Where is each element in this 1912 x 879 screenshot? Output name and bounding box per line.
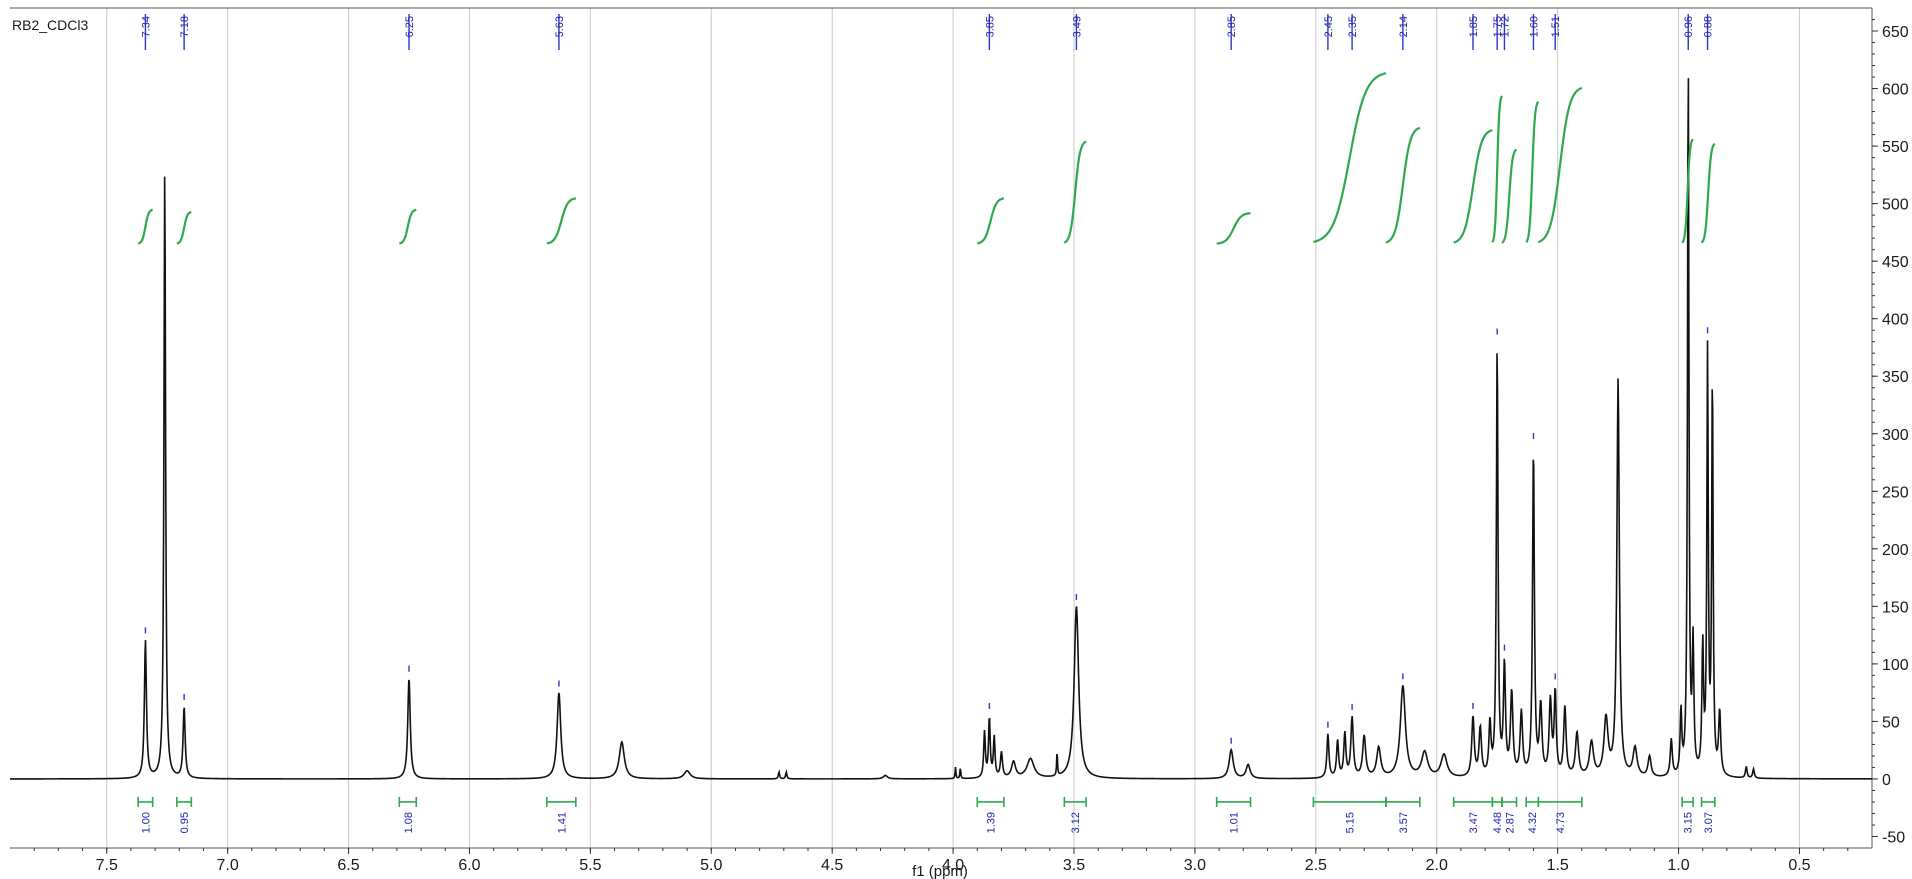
x-tick-label: 7.0 — [217, 857, 239, 874]
integral-curve — [1525, 100, 1540, 243]
peak-shift-label: 0.88 — [1703, 16, 1715, 37]
peak-shift-label: 7.18 — [179, 16, 191, 37]
x-tick-label: 3.0 — [1184, 857, 1206, 874]
integral-curve — [1313, 72, 1387, 244]
y-tick-label: 650 — [1882, 24, 1909, 41]
integral-curve — [1537, 86, 1583, 244]
peak-shift-label: 1.51 — [1550, 16, 1562, 37]
y-tick-label: 50 — [1882, 714, 1900, 731]
x-tick-label: 6.0 — [458, 857, 480, 874]
peak-shift-label: 7.34 — [140, 16, 152, 37]
y-tick-label: 550 — [1882, 139, 1909, 156]
peak-shift-label: 1.60 — [1528, 16, 1540, 37]
y-tick-label: 350 — [1882, 369, 1909, 386]
peak-shift-label: 5.63 — [554, 16, 566, 37]
peak-shift-label: 3.49 — [1071, 16, 1083, 37]
x-tick-label: 6.5 — [337, 857, 359, 874]
integral-value-label: 3.57 — [1398, 812, 1410, 833]
integral-value-label: 1.41 — [556, 812, 568, 833]
sample-title: RB2_CDCl3 — [12, 17, 88, 33]
integral-curve — [137, 208, 153, 245]
integral-curve — [1453, 129, 1493, 244]
x-tick-label: 2.5 — [1305, 857, 1327, 874]
x-tick-label: 2.0 — [1426, 857, 1448, 874]
grid — [106, 8, 1800, 848]
integral-value-label: 1.00 — [140, 812, 152, 833]
integral-value-label: 4.73 — [1555, 812, 1567, 833]
y-tick-label: 450 — [1882, 254, 1909, 271]
y-tick-label: 200 — [1882, 542, 1909, 559]
integral-value-label: 3.07 — [1703, 812, 1715, 833]
peak-shift-label: 2.35 — [1347, 16, 1359, 37]
integral-curve — [1385, 126, 1421, 244]
integral-value-label: 2.87 — [1504, 812, 1516, 833]
x-tick-label: 5.5 — [579, 857, 601, 874]
x-tick-label: 5.0 — [700, 857, 722, 874]
peak-shift-label: 1.72 — [1499, 16, 1511, 37]
peak-shift-label: 2.85 — [1226, 16, 1238, 37]
spectrum-trace — [10, 78, 1872, 780]
integral-curve — [1501, 148, 1518, 244]
y-tick-label: 500 — [1882, 197, 1909, 214]
peak-shift-label: 2.14 — [1398, 16, 1410, 37]
x-tick-label: 1.5 — [1547, 857, 1569, 874]
y-tick-label: 150 — [1882, 599, 1909, 616]
peak-shift-label: 0.96 — [1683, 16, 1695, 37]
integral-curve — [1063, 140, 1087, 244]
x-axis: 7.5 7.0 6.5 6.0 5.5 5.0 4.5 4.0 3.5 3.0 2.5 2.0 1.5 1… — [33, 848, 1849, 874]
spectrum-line — [10, 78, 1872, 780]
integral-value-label: 3.12 — [1070, 812, 1082, 833]
x-tick-label: 4.5 — [821, 857, 843, 874]
integral-curve — [546, 197, 577, 245]
y-tick-label: 100 — [1882, 657, 1909, 674]
integral-value-label: 1.39 — [986, 812, 998, 833]
y-tick-label: -50 — [1882, 829, 1905, 846]
x-tick-label: 3.5 — [1063, 857, 1085, 874]
peak-shift-label: 6.25 — [404, 16, 416, 37]
integral-curve — [977, 197, 1005, 245]
integral-value-label: 5.15 — [1345, 812, 1357, 833]
y-tick-label: 400 — [1882, 312, 1909, 329]
x-tick-label: 1.0 — [1667, 857, 1689, 874]
plot-frame — [10, 7, 1873, 849]
peak-shift-label: 3.85 — [984, 16, 996, 37]
integral-curve — [399, 208, 417, 245]
integral-curve — [1681, 138, 1694, 244]
peak-labels: 7.34 7.18 6.25 5.63 3.85 3.49 2.85 2.45 2.35 2.14… — [140, 14, 1715, 744]
integral-value-label: 3.15 — [1683, 812, 1695, 833]
y-tick-label: 0 — [1882, 772, 1891, 789]
y-tick-label: 300 — [1882, 427, 1909, 444]
x-axis-title: f1 (ppm) — [912, 863, 968, 879]
y-axis: 650600550500450400350300250200150100500-… — [1872, 19, 1909, 846]
peak-shift-label: 1.85 — [1468, 16, 1480, 37]
integral-curve — [1216, 212, 1251, 245]
peak-shift-label: 1.75 — [1492, 16, 1504, 37]
x-tick-label: 0.5 — [1788, 857, 1810, 874]
integral-value-label: 1.08 — [403, 812, 415, 833]
integral-value-label: 4.48 — [1492, 812, 1504, 833]
integral-value-label: 0.95 — [179, 812, 191, 833]
integral-curve — [1700, 142, 1716, 244]
peak-shift-label: 2.45 — [1323, 16, 1335, 37]
y-tick-label: 600 — [1882, 82, 1909, 99]
x-tick-label: 7.5 — [96, 857, 118, 874]
integral-value-label: 4.32 — [1527, 812, 1539, 833]
integral-value-label: 3.47 — [1468, 812, 1480, 833]
integral-curves — [137, 72, 1716, 245]
y-tick-label: 250 — [1882, 484, 1909, 501]
integral-curve — [176, 210, 192, 245]
integral-curve — [1491, 95, 1503, 243]
integral-regions: 1.00 0.95 1.08 1.41 1.39 3.12 1.01 5.15 3.57 3.47… — [137, 796, 1716, 833]
x-tick-label: 4.0 — [942, 857, 964, 874]
integral-value-label: 1.01 — [1229, 812, 1241, 833]
